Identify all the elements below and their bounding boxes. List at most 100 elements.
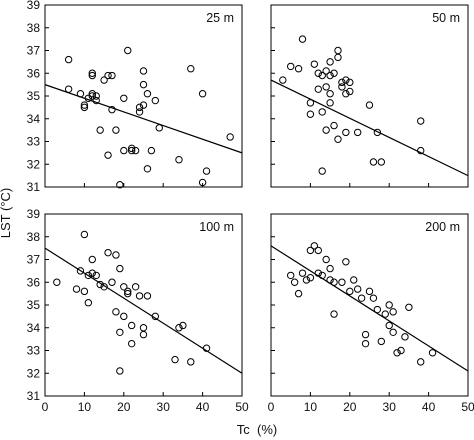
panel-label: 50 m	[432, 11, 460, 25]
data-point	[346, 78, 354, 87]
data-point	[139, 67, 148, 75]
panel-frame	[270, 213, 469, 397]
data-point	[326, 99, 334, 107]
data-point	[326, 58, 334, 66]
data-point	[84, 94, 93, 102]
data-point	[84, 299, 93, 307]
data-point	[120, 94, 128, 102]
data-point	[100, 76, 108, 84]
data-point	[124, 289, 132, 298]
x-tick-label: 0	[42, 400, 49, 414]
data-point	[92, 271, 100, 280]
data-point	[326, 90, 334, 98]
data-point	[92, 96, 100, 105]
data-point	[80, 101, 89, 109]
data-point	[318, 167, 326, 175]
data-point	[338, 83, 346, 91]
data-point	[342, 258, 350, 266]
data-point	[139, 80, 148, 89]
data-point	[330, 121, 338, 130]
data-point	[88, 69, 96, 77]
data-point	[139, 324, 148, 332]
x-tick-label: 30	[157, 400, 171, 414]
data-point	[298, 269, 307, 277]
y-tick-label: 36	[27, 275, 41, 289]
data-point	[342, 128, 350, 137]
data-point	[310, 242, 319, 250]
data-point	[330, 69, 338, 77]
data-point	[318, 108, 326, 116]
y-tick-label: 37	[27, 253, 41, 267]
y-tick-label: 38	[27, 230, 41, 244]
data-point	[92, 92, 100, 100]
data-point	[104, 71, 112, 80]
data-point	[353, 285, 362, 293]
data-point	[346, 287, 354, 296]
data-point	[318, 271, 326, 280]
data-point	[72, 285, 81, 293]
data-point	[361, 330, 370, 339]
panel-2: 31 32 33 34 35 36 37 38 39 0 10 20 30 40 50 100 m	[27, 207, 249, 414]
data-point	[350, 276, 358, 284]
data-point	[226, 133, 234, 141]
data-point	[187, 358, 195, 366]
y-tick-label: 38	[27, 21, 41, 35]
y-tick-label: 35	[27, 298, 41, 312]
data-point	[377, 337, 386, 346]
data-point	[96, 126, 104, 134]
data-point	[357, 294, 366, 302]
data-point	[100, 283, 108, 291]
data-point	[373, 305, 382, 314]
y-tick-label: 33	[27, 135, 41, 149]
data-point	[279, 76, 287, 84]
data-point	[120, 146, 128, 155]
data-point	[338, 278, 346, 286]
data-point	[369, 158, 378, 166]
data-point	[298, 35, 307, 43]
regression-line	[44, 247, 243, 374]
data-point	[318, 71, 326, 80]
data-point	[334, 135, 342, 143]
x-tick-label: 50	[235, 400, 249, 414]
panel-frame	[44, 4, 243, 188]
data-point	[314, 85, 322, 93]
data-point	[330, 278, 338, 286]
data-point	[179, 321, 187, 330]
data-point	[120, 312, 128, 321]
data-point	[397, 346, 405, 355]
data-point	[112, 251, 120, 259]
y-tick-label: 34	[27, 321, 41, 335]
y-tick-label: 39	[27, 207, 41, 221]
data-point	[151, 312, 160, 321]
data-point	[389, 328, 397, 336]
x-tick-label: 30	[383, 400, 397, 414]
data-point	[353, 128, 362, 137]
data-point	[116, 328, 124, 336]
data-point	[326, 276, 334, 284]
data-point	[393, 349, 401, 357]
data-point	[76, 267, 85, 275]
data-point	[53, 278, 61, 286]
data-point	[116, 367, 124, 375]
data-point	[417, 146, 425, 155]
data-point	[330, 310, 338, 318]
data-point	[310, 60, 319, 68]
data-point	[322, 126, 330, 134]
data-point	[143, 90, 152, 98]
data-point	[294, 65, 303, 73]
data-point	[287, 271, 295, 280]
data-point	[124, 287, 132, 296]
data-point	[369, 294, 378, 302]
panel-3: 0 10 20 30 40 50 200 m	[268, 213, 474, 414]
data-point	[104, 151, 112, 159]
data-point	[116, 181, 124, 189]
panel-0: 31 32 33 34 35 36 37 38 39 25 m	[27, 0, 243, 194]
data-point	[127, 146, 136, 155]
data-point	[135, 292, 144, 300]
panel-frame	[270, 4, 469, 188]
data-point	[405, 303, 413, 311]
y-tick-label: 33	[27, 344, 41, 358]
data-point	[88, 90, 96, 98]
panel-label: 100 m	[199, 220, 234, 234]
data-point	[322, 255, 330, 264]
